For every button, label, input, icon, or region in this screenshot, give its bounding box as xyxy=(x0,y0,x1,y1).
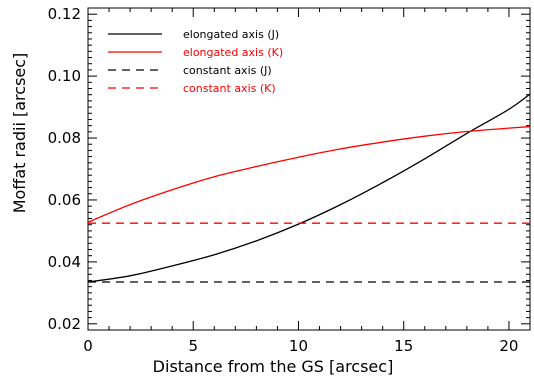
y-tick-label: 0.12 xyxy=(48,5,81,23)
legend-label: constant axis (J) xyxy=(183,64,272,77)
y-tick-label: 0.08 xyxy=(48,129,81,147)
y-axis-title: Moffat radii [arcsec] xyxy=(10,53,29,214)
series-layer xyxy=(87,93,531,283)
x-tick-label: 20 xyxy=(499,337,518,355)
legend-label: elongated axis (J) xyxy=(183,28,279,41)
y-tick-label: 0.10 xyxy=(48,67,81,85)
x-tick-label: 10 xyxy=(289,337,308,355)
y-tick-label: 0.02 xyxy=(48,315,81,333)
legend-label: elongated axis (K) xyxy=(183,46,283,59)
y-tick-label: 0.06 xyxy=(48,191,81,209)
series-line-elongated-axis-j xyxy=(87,93,531,283)
x-axis-title: Distance from the GS [arcsec] xyxy=(153,357,394,376)
y-tick-label: 0.04 xyxy=(48,253,81,271)
series-line-elongated-axis-k xyxy=(87,125,531,223)
plot-frame xyxy=(87,7,531,331)
x-tick-label: 5 xyxy=(188,337,198,355)
x-tick-label: 15 xyxy=(394,337,413,355)
legend-label: constant axis (K) xyxy=(183,82,276,95)
legend-layer: elongated axis (J) elongated axis (K) cons… xyxy=(108,28,283,95)
plot-frame-layer xyxy=(87,7,531,331)
ticks-layer: 0 5 10 15 20 0.02 0.04 0.06 0.08 0.10 0.12 xyxy=(48,5,531,355)
x-tick-label: 0 xyxy=(83,337,93,355)
